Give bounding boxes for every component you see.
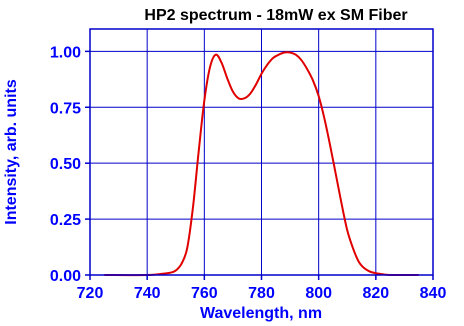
x-tick-label: 840 (420, 285, 447, 302)
x-axis-label: Wavelength, nm (200, 305, 322, 322)
y-tick-label: 0.00 (50, 268, 81, 285)
x-tick-label: 780 (248, 285, 275, 302)
x-tick-label: 800 (305, 285, 332, 302)
x-tick-label: 760 (191, 285, 218, 302)
y-axis: 0.00 0.25 0.50 0.75 1.00 (50, 44, 90, 285)
spectrum-line (104, 51, 419, 277)
x-tick-label: 720 (77, 285, 104, 302)
x-tick-label: 820 (362, 285, 389, 302)
y-axis-label: Intensity, arb. units (3, 79, 20, 225)
chart-title: HP2 spectrum - 18mW ex SM Fiber (144, 7, 407, 24)
y-tick-label: 0.75 (50, 100, 81, 117)
y-tick-label: 0.50 (50, 156, 81, 173)
y-tick-label: 1.00 (50, 44, 81, 61)
y-tick-label: 0.25 (50, 212, 81, 229)
x-tick-label: 740 (134, 285, 161, 302)
x-axis: 720 740 760 780 800 820 840 (77, 275, 447, 302)
grid (90, 29, 433, 275)
